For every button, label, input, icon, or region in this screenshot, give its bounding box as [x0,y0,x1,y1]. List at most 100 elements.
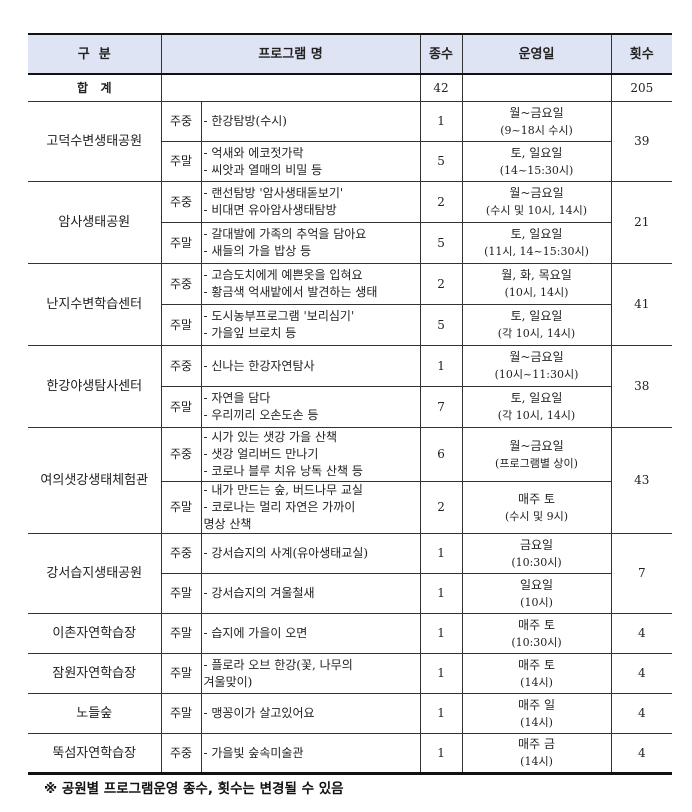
program-item: - 샛강 얼리버드 만나기 [203,447,319,461]
table-row: 고덕수변생태공원 주중 - 한강탐방(수시) 1 월~금요일 (9~18시 수시) 39 [28,101,673,182]
program-item: - 한강탐방(수시) [203,114,287,128]
table-row: 암사생태공원 주중 - 랜선탐방 '암사생태돋보기' - 비대면 유아암사생태탐방 2 월… [28,181,673,264]
program-item: - 가을잎 브로치 등 [203,326,297,340]
park-name: 한강야생탐사센터 [28,345,162,428]
program-list: - 억새와 에코젓가락 - 씨앗과 열매의 비밀 등 [200,141,421,182]
table-row: 주말 - 갈대발에 가족의 추억을 담아요 - 새들의 가을 밥상 등 5 토, 일요일… [28,222,672,264]
session-count: 41 [610,263,673,346]
table-row: 주말 - 자연을 담다 - 우리끼리 오손도손 등 7 토, 일요일 (각 10시, 14… [28,386,672,428]
day-type: 주말 [160,693,202,734]
program-list: - 자연을 담다 - 우리끼리 오손도손 등 [200,386,421,428]
program-count: 5 [419,222,463,264]
total-schedule-empty [461,73,612,102]
table-row: 강서습지생태공원 주중 - 강서습지의 사계(유아생태교실) 1 금요일 (10:30시)… [28,533,673,614]
session-count: 21 [610,181,673,264]
schedule-time: (10:30시) [511,635,562,649]
schedule: 월~금요일 (9~18시 수시) [461,101,612,142]
program-list: - 갈대발에 가족의 추억을 담아요 - 새들의 가을 밥상 등 [200,222,421,264]
program-item: - 플로라 오브 한강(꽃, 나무의 [203,657,353,672]
table-row: 잠원자연학습장 주말 - 플로라 오브 한강(꽃, 나무의 겨울맞이) 1 매주 토 (14… [28,653,673,694]
schedule-days: 월~금요일 [509,350,564,364]
session-count: 7 [610,533,673,614]
session-count: 4 [610,733,673,775]
program-count: 2 [419,181,463,223]
program-item: - 랜선탐방 '암사생태돋보기' [203,186,344,200]
program-count: 1 [419,533,463,574]
schedule-time: (10시) [520,595,553,609]
schedule: 금요일 (10:30시) [461,533,612,574]
schedule: 토, 일요일 (각 10시, 14시) [461,304,612,346]
header-types: 종수 [419,33,463,75]
table-row: 난지수변학습센터 주중 - 고슴도치에게 예쁜옷을 입혀요 - 황금색 억새밭에서 발… [28,263,673,346]
program-count: 1 [419,653,463,694]
schedule-days: 매주 일 [518,697,555,712]
total-types: 42 [419,73,463,102]
program-item: - 우리끼리 오손도손 등 [203,408,319,422]
day-type: 주중 [160,181,202,223]
schedule-days: 매주 토 [518,657,555,672]
schedule-time: (14시) [520,675,553,689]
session-count: 4 [610,613,673,654]
program-list: - 시가 있는 샛강 가을 산책 - 샛강 얼리버드 만나기 - 코로나 블루 치유… [200,427,421,482]
program-list: - 한강탐방(수시) [200,101,421,142]
schedule-time: (9~18시 수시) [500,123,573,137]
schedule-days: 월~금요일 [509,438,564,453]
schedule: 월~금요일 (10시~11:30시) [461,345,612,387]
program-table: 구 분 프로그램 명 종수 운영일 횟수 합 계 42 205 고덕수변생태공원… [28,33,673,775]
schedule: 토, 일요일 (11시, 14~15:30시) [461,222,612,264]
program-item: - 새들의 가을 밥상 등 [203,244,312,258]
park-name: 뚝섬자연학습장 [28,733,162,775]
day-type: 주중 [160,263,202,305]
program-item: - 자연을 담다 [203,391,271,405]
table-row: 주말 - 도시농부프로그램 '보리심기' - 가을잎 브로치 등 5 토, 일요일 (각 … [28,304,672,346]
schedule: 매주 일 (14시) [461,693,612,734]
program-item: - 습지에 가을이 오면 [203,626,308,640]
schedule-days: 월, 화, 목요일 [501,268,572,282]
day-type: 주중 [160,345,202,387]
program-item: - 비대면 유아암사생태탐방 [203,203,337,217]
program-count: 1 [419,613,463,654]
program-item: 명상 산책 [203,517,252,531]
program-count: 1 [419,573,463,614]
program-count: 1 [419,101,463,142]
total-program-empty [160,73,421,102]
park-name: 여의샛강생태체험관 [28,427,162,534]
schedule: 매주 금 (14시) [461,733,612,775]
program-list: - 랜선탐방 '암사생태돋보기' - 비대면 유아암사생태탐방 [200,181,421,223]
schedule-days: 금요일 [519,537,554,552]
table-row: 이촌자연학습장 주말 - 습지에 가을이 오면 1 매주 토 (10:30시) 4 [28,613,673,654]
park-name: 이촌자연학습장 [28,613,162,654]
table-row: 주말 - 억새와 에코젓가락 - 씨앗과 열매의 비밀 등 5 토, 일요일 (14~15… [28,141,672,182]
schedule-days: 매주 토 [518,617,555,632]
schedule-time: (11시, 14~15:30시) [484,245,589,258]
program-item: - 내가 만드는 숲, 버드나무 교실 [203,483,363,497]
session-count: 39 [610,101,673,182]
session-count: 4 [610,653,673,694]
schedule-time: (프로그램별 상이) [495,456,578,470]
program-item: - 억새와 에코젓가락 [203,145,304,160]
program-item: - 씨앗과 열매의 비밀 등 [203,162,323,177]
day-type: 주말 [161,222,202,264]
header-category: 구 분 [28,33,162,75]
day-type: 주말 [160,613,202,654]
schedule-days: 월~금요일 [509,105,564,120]
schedule-days: 일요일 [519,577,554,592]
program-item: - 코로나 블루 치유 낭독 산책 등 [203,464,363,478]
program-item: - 고슴도치에게 예쁜옷을 입혀요 [203,268,363,282]
total-label: 합 계 [28,73,162,102]
program-list: - 도시농부프로그램 '보리심기' - 가을잎 브로치 등 [200,304,421,346]
header-sessions: 횟수 [610,33,673,75]
schedule-days: 토, 일요일 [510,309,563,323]
program-list: - 플로라 오브 한강(꽃, 나무의 겨울맞이) [200,653,421,694]
program-item: - 강서습지의 사계(유아생태교실) [203,546,369,560]
schedule-time: (10시, 14시) [504,286,569,299]
table-row: 한강야생탐사센터 주중 - 신나는 한강자연탐사 1 월~금요일 (10시~11:30시)… [28,345,673,428]
day-type: 주말 [161,573,202,614]
table-row: 뚝섬자연학습장 주중 - 가을빛 숲속미술관 1 매주 금 (14시) 4 [28,733,673,775]
program-count: 5 [419,304,463,346]
day-type: 주말 [161,141,202,182]
schedule-days: 매주 토 [518,491,555,506]
schedule: 월, 화, 목요일 (10시, 14시) [461,263,612,305]
day-type: 주중 [160,427,202,482]
park-name: 노들숲 [28,693,162,734]
